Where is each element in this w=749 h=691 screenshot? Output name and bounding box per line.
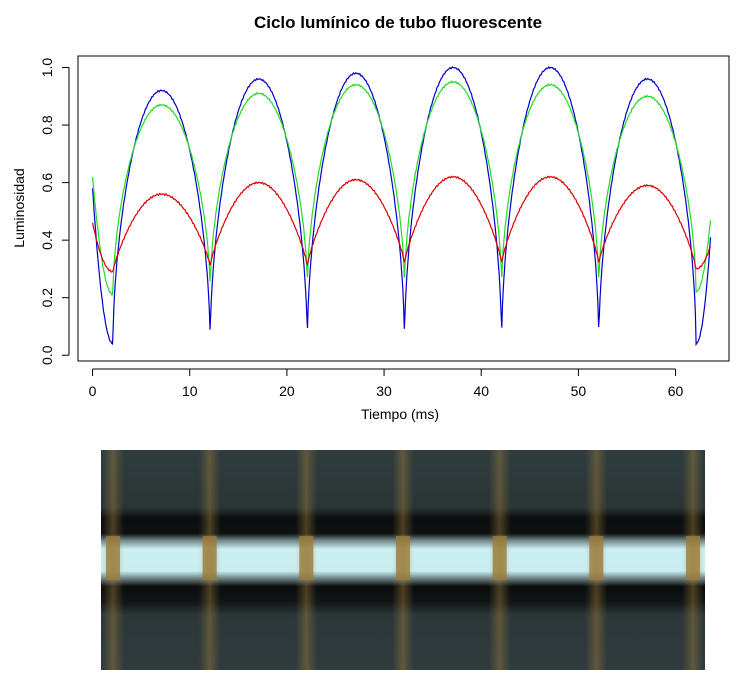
x-tick-label: 30 [376, 383, 392, 399]
photo-bands [102, 450, 704, 670]
y-tick-label: 0.8 [39, 115, 55, 135]
y-tick-label: 1.0 [39, 58, 55, 78]
x-tick-label: 10 [182, 383, 198, 399]
y-axis: 0.0 0.2 0.4 0.6 0.8 1.0 [39, 58, 70, 365]
y-tick-label: 0.6 [39, 173, 55, 193]
photo-band-highlight [396, 536, 410, 580]
series-line-3 [91, 175, 712, 273]
x-tick-label: 0 [89, 383, 97, 399]
x-axis-label: Tiempo (ms) [361, 406, 439, 422]
y-tick-label: 0.2 [39, 288, 55, 308]
photo-band-highlight [492, 536, 507, 580]
x-tick-label: 60 [668, 383, 684, 399]
series-line-1 [91, 65, 712, 347]
photo-band-highlight [589, 536, 604, 580]
photo-band-highlight [202, 536, 217, 580]
series-layer [91, 65, 712, 347]
series-line-2 [91, 80, 712, 296]
y-axis-label: Luminosidad [11, 168, 27, 247]
x-tick-label: 20 [279, 383, 295, 399]
y-tick-label: 0.0 [39, 345, 55, 365]
y-tick-label: 0.4 [39, 230, 55, 250]
x-tick-label: 50 [571, 383, 587, 399]
plot-frame [77, 55, 730, 362]
x-axis: 0 10 20 30 40 50 60 [89, 368, 684, 399]
fluorescent-streak-photo [101, 450, 705, 670]
x-tick-label: 40 [473, 383, 489, 399]
photo-band-highlight [686, 536, 700, 580]
photo-band-highlight [106, 536, 120, 580]
photo-band-highlight [299, 536, 314, 580]
chart-title: Ciclo lumínico de tubo fluorescente [254, 13, 542, 32]
